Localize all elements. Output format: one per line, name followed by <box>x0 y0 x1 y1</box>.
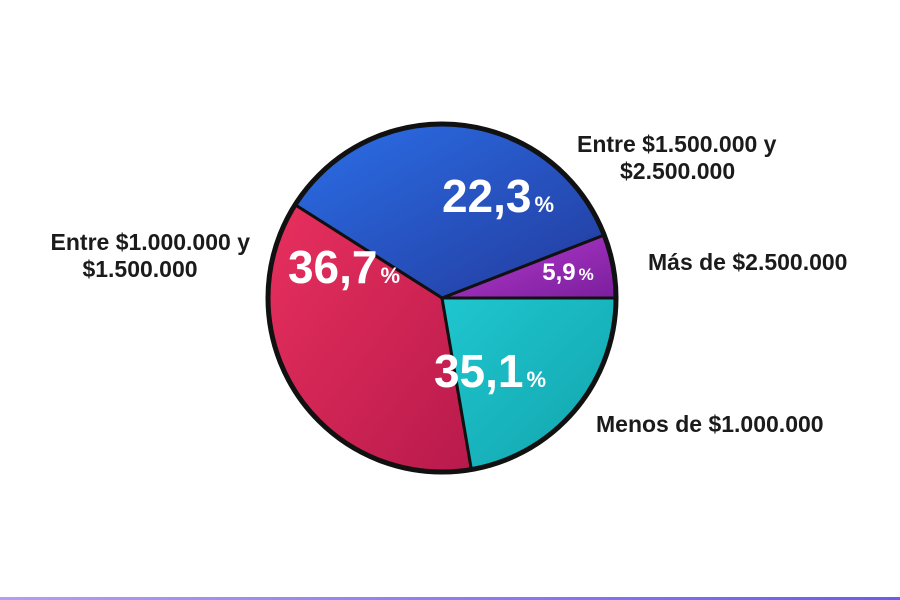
pie-slice-percent-label: 22,3% <box>442 170 554 222</box>
pie-slice-category-label: Entre $1.500.000 y $2.500.000 <box>577 131 777 184</box>
percent-labels: 5,9 % 35,1 % 36,7 % 22,3% <box>288 170 594 397</box>
pie-slice-category-label: Menos de $1.000.000 <box>596 411 824 437</box>
pie-slices <box>266 122 618 474</box>
pie-slice-category-label: Entre $1.000.000 y $1.500.000 <box>51 229 251 282</box>
pie-slice-category-label: Más de $2.500.000 <box>648 249 847 275</box>
bottom-accent-line <box>0 597 900 600</box>
pie-outline <box>265 121 619 475</box>
category-labels: Más de $2.500.000 Menos de $1.000.000 Entr… <box>51 131 848 437</box>
pie-slice-percent-label: 5,9% <box>542 259 594 286</box>
pie-slice-percent-label: 36,7% <box>288 241 400 293</box>
pie-slice-percent-label: 35,1% <box>434 345 546 397</box>
